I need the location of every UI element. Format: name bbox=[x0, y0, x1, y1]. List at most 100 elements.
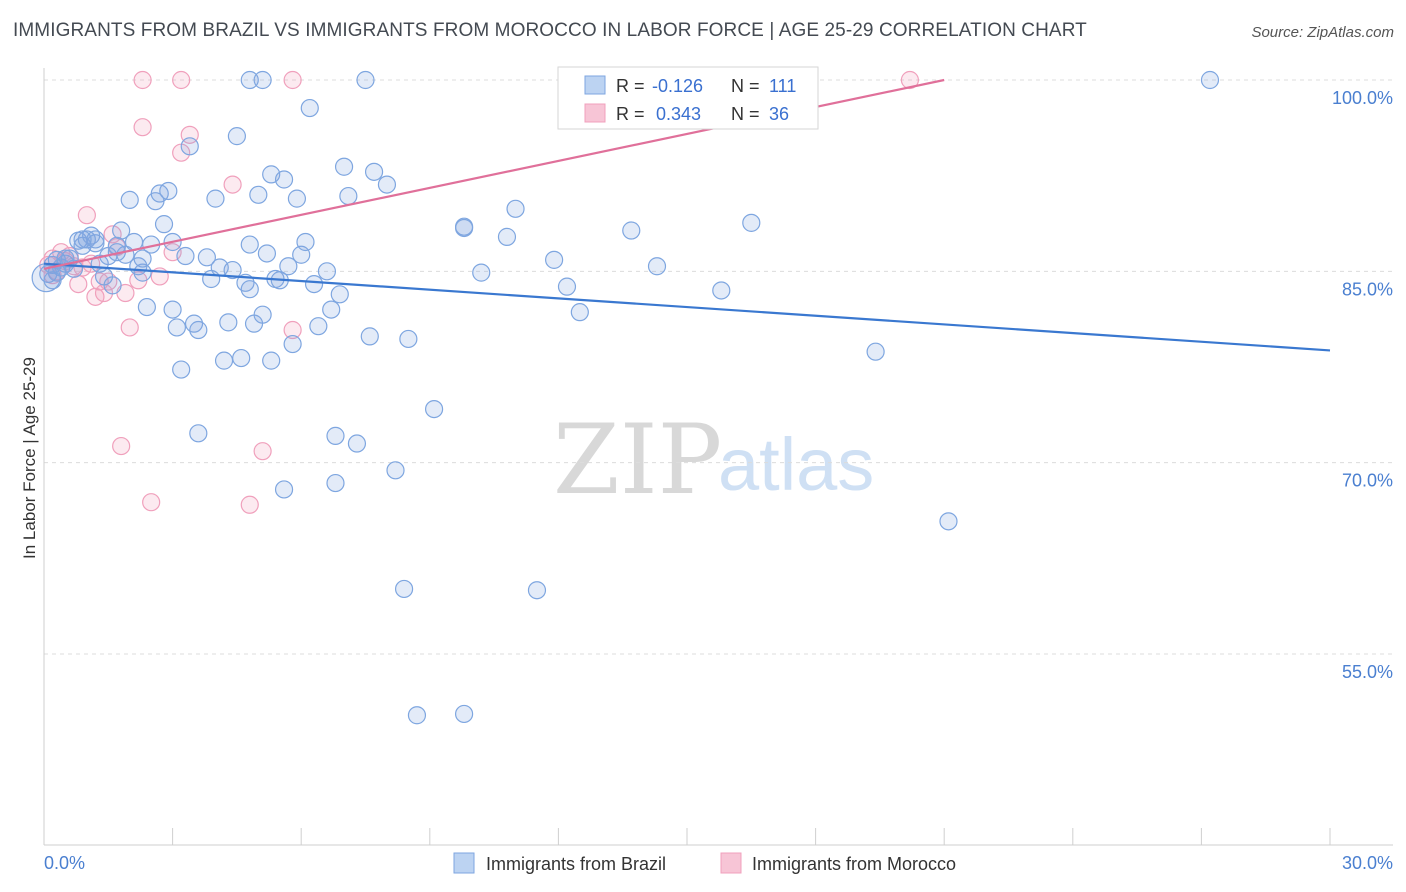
legend-morocco-label: Immigrants from Morocco bbox=[752, 854, 956, 874]
brazil-point bbox=[253, 70, 272, 90]
brazil-point bbox=[407, 706, 427, 725]
series-legend: Immigrants from Brazil Immigrants from M… bbox=[453, 852, 956, 874]
brazil-point bbox=[317, 262, 337, 281]
brazil-point bbox=[386, 461, 405, 480]
brazil-point bbox=[497, 227, 517, 246]
brazil-point bbox=[347, 434, 367, 453]
brazil-point bbox=[154, 215, 174, 234]
stats-morocco-n-value: 36 bbox=[769, 104, 789, 124]
brazil-point bbox=[240, 70, 259, 90]
y-tick-labels: 100.0% 85.0% 70.0% 55.0% bbox=[1332, 88, 1393, 682]
morocco-point bbox=[172, 70, 191, 90]
brazil-point bbox=[326, 473, 345, 493]
brazil-point bbox=[356, 70, 375, 90]
brazil-point bbox=[227, 127, 246, 146]
legend-morocco-swatch bbox=[720, 852, 742, 874]
brazil-point bbox=[545, 250, 564, 269]
morocco-point bbox=[240, 495, 259, 514]
x-tick-label-start: 0.0% bbox=[44, 853, 85, 873]
stats-brazil-swatch bbox=[584, 75, 606, 95]
brazil-point bbox=[322, 300, 341, 319]
brazil-point bbox=[712, 281, 731, 300]
brazil-point bbox=[326, 426, 345, 445]
x-tick-label-end: 30.0% bbox=[1342, 853, 1393, 873]
morocco-point bbox=[283, 320, 302, 340]
brazil-point bbox=[454, 704, 474, 724]
brazil-point bbox=[424, 399, 444, 419]
brazil-point bbox=[172, 360, 191, 379]
morocco-point bbox=[77, 206, 96, 225]
series-brazil-points bbox=[31, 70, 1220, 725]
morocco-point bbox=[120, 318, 139, 337]
brazil-point bbox=[219, 313, 238, 332]
stats-legend: R = -0.126 N = 111 R = 0.343 N = 36 bbox=[557, 66, 819, 130]
brazil-point bbox=[283, 334, 302, 354]
brazil-point bbox=[364, 162, 384, 181]
brazil-point bbox=[309, 317, 328, 336]
brazil-point bbox=[240, 280, 259, 299]
brazil-point bbox=[274, 170, 294, 189]
brazil-point bbox=[167, 318, 186, 337]
brazil-point bbox=[253, 305, 272, 324]
brazil-point bbox=[197, 248, 216, 267]
brazil-point bbox=[103, 276, 122, 295]
brazil-point bbox=[249, 185, 268, 204]
brazil-point bbox=[223, 260, 242, 280]
brazil-point bbox=[120, 190, 139, 210]
morocco-point bbox=[900, 70, 920, 90]
stats-morocco-r-value: 0.343 bbox=[656, 104, 701, 124]
brazil-point bbox=[137, 297, 156, 317]
stats-brazil-n-label: N = bbox=[731, 76, 760, 96]
brazil-point bbox=[339, 186, 358, 206]
watermark-atlas: atlas bbox=[718, 423, 874, 506]
brazil-point bbox=[257, 244, 277, 263]
brazil-point bbox=[159, 181, 178, 201]
brazil-point bbox=[304, 274, 324, 294]
brazil-point bbox=[622, 221, 641, 240]
brazil-point bbox=[296, 232, 315, 252]
brazil-point bbox=[287, 189, 307, 208]
brazil-point bbox=[232, 348, 251, 368]
brazil-point bbox=[557, 277, 577, 296]
brazil-point bbox=[206, 189, 225, 208]
brazil-point bbox=[163, 300, 182, 319]
brazil-point bbox=[189, 320, 208, 340]
brazil-point bbox=[866, 342, 885, 361]
y-tick-label: 70.0% bbox=[1342, 471, 1393, 491]
morocco-point bbox=[86, 287, 105, 306]
brazil-point bbox=[189, 424, 208, 443]
gridlines bbox=[44, 79, 1393, 655]
brazil-point bbox=[330, 285, 349, 304]
morocco-point bbox=[142, 493, 161, 512]
legend-brazil-swatch bbox=[453, 852, 475, 874]
stats-brazil-r-label: R = bbox=[616, 76, 645, 96]
y-tick-label: 85.0% bbox=[1342, 279, 1393, 299]
axes bbox=[43, 68, 1393, 846]
y-axis-title: In Labor Force | Age 25-29 bbox=[20, 357, 39, 559]
stats-morocco-n-label: N = bbox=[731, 104, 760, 124]
brazil-point bbox=[1200, 70, 1220, 90]
brazil-point bbox=[73, 230, 92, 249]
brazil-point bbox=[214, 351, 234, 370]
brazil-point bbox=[133, 263, 152, 282]
brazil-trend-line bbox=[43, 262, 1331, 352]
brazil-point bbox=[527, 581, 547, 600]
brazil-point bbox=[133, 249, 152, 268]
brazil-point bbox=[180, 137, 199, 156]
morocco-point bbox=[133, 118, 152, 137]
y-tick-label: 100.0% bbox=[1332, 88, 1393, 108]
brazil-point bbox=[472, 263, 491, 282]
brazil-point bbox=[240, 235, 259, 254]
morocco-point bbox=[283, 70, 302, 90]
brazil-point bbox=[43, 271, 62, 290]
brazil-point bbox=[262, 351, 281, 370]
brazil-point bbox=[939, 512, 958, 531]
brazil-point bbox=[506, 199, 525, 218]
chart-title: IMMIGRANTS FROM BRAZIL VS IMMIGRANTS FRO… bbox=[13, 20, 1087, 41]
stats-brazil-n-value: 111 bbox=[769, 76, 796, 96]
brazil-point bbox=[377, 175, 397, 194]
brazil-point bbox=[334, 157, 354, 176]
stats-morocco-swatch bbox=[584, 103, 606, 123]
brazil-point bbox=[742, 213, 761, 232]
